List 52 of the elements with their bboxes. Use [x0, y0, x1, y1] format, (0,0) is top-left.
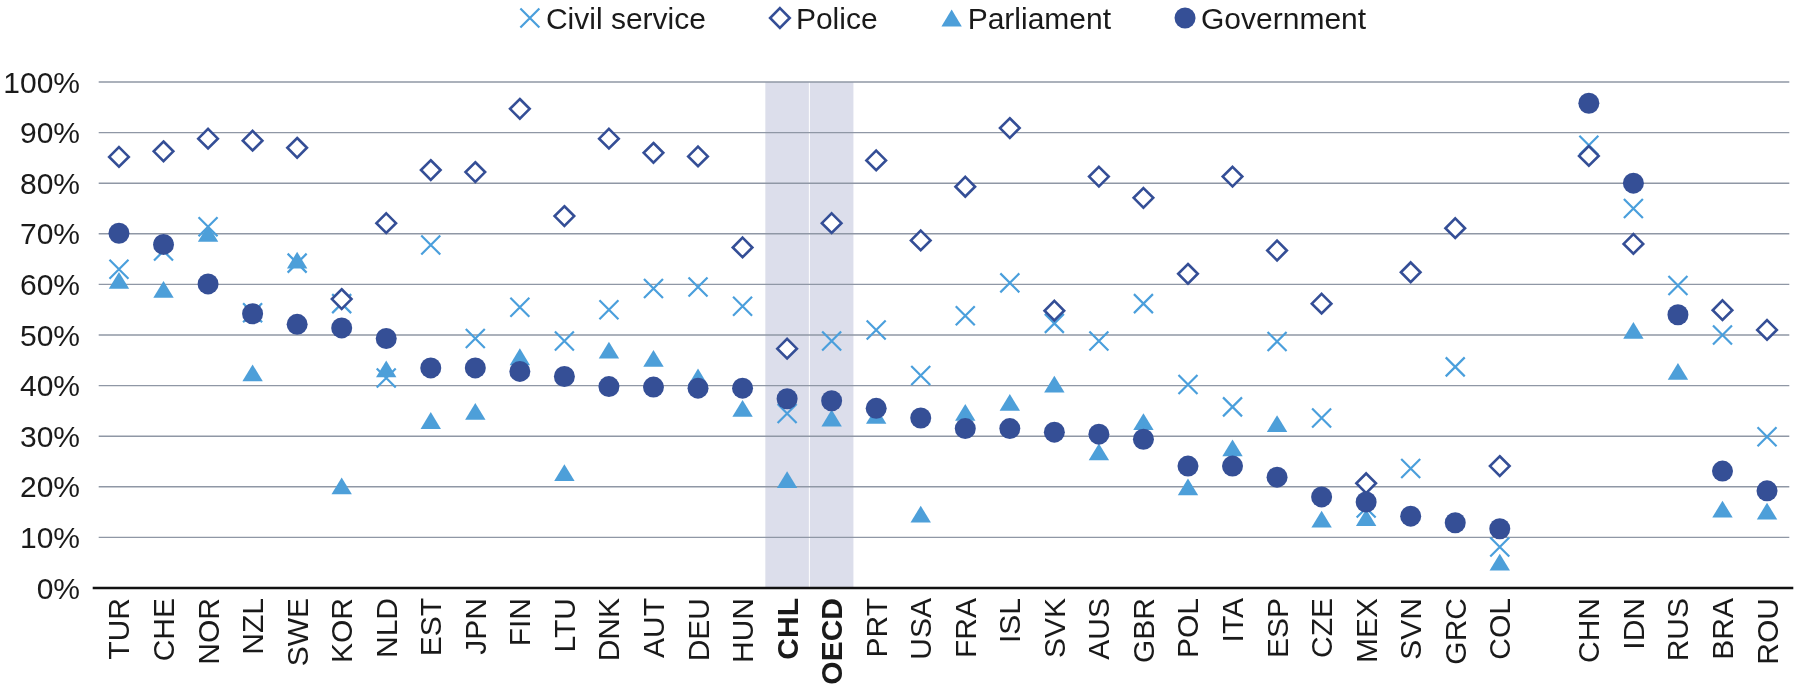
x-tick-label: OECD — [815, 598, 849, 685]
x-tick-label: SWE — [280, 598, 314, 667]
legend-label: Government — [1201, 1, 1367, 35]
y-tick-label: 80% — [19, 166, 80, 200]
x-tick-label: DEU — [681, 598, 715, 662]
x-tick-label: CZE — [1305, 598, 1339, 658]
x-tick-label: SVN — [1394, 598, 1428, 660]
x-tick-label: ROU — [1750, 598, 1784, 665]
y-tick-label: 100% — [3, 65, 80, 99]
y-tick-label: 40% — [19, 369, 80, 403]
x-tick-label: SVK — [1037, 598, 1071, 659]
x-tick-label: JPN — [458, 598, 492, 655]
legend-label: Parliament — [967, 1, 1112, 35]
x-tick-label: KOR — [325, 598, 359, 664]
x-tick-label: COL — [1483, 598, 1517, 660]
legend-label: Civil service — [545, 1, 706, 35]
x-tick-label: NZL — [236, 598, 270, 655]
y-tick-label: 10% — [19, 520, 80, 554]
x-tick-label: HUN — [726, 598, 760, 663]
y-tick-label: 0% — [36, 571, 80, 605]
x-tick-label: TUR — [102, 598, 136, 660]
x-tick-label: ITA — [1216, 598, 1250, 643]
x-tick-label: LTU — [547, 598, 581, 653]
x-tick-label: FRA — [948, 598, 982, 658]
x-tick-label: EST — [414, 598, 448, 657]
y-tick-label: 50% — [19, 318, 80, 352]
x-tick-label: AUS — [1082, 598, 1116, 660]
legend-label: Police — [795, 1, 878, 35]
x-tick-label: NLD — [369, 598, 403, 659]
x-tick-label: IDN — [1616, 598, 1650, 650]
x-tick-label: FIN — [503, 598, 537, 647]
y-tick-label: 60% — [19, 267, 80, 301]
x-tick-label: POL — [1171, 598, 1205, 659]
y-tick-label: 90% — [19, 116, 80, 150]
x-tick-label: AUT — [636, 598, 670, 658]
x-tick-label: RUS — [1661, 598, 1695, 662]
x-tick-label: CHN — [1572, 598, 1606, 663]
x-tick-label: ESP — [1260, 598, 1294, 659]
x-tick-label: NOR — [191, 598, 225, 665]
x-tick-label: GRC — [1438, 598, 1472, 665]
y-tick-label: 30% — [19, 419, 80, 453]
x-tick-label: MEX — [1349, 598, 1383, 664]
x-tick-label: PRT — [859, 598, 893, 658]
y-tick-label: 20% — [19, 470, 80, 504]
x-tick-label: GBR — [1126, 598, 1160, 664]
x-tick-label: DNK — [592, 598, 626, 662]
x-tick-label: BRA — [1705, 598, 1739, 660]
y-tick-label: 70% — [19, 217, 80, 251]
x-tick-label: ISL — [993, 598, 1027, 644]
x-tick-label: USA — [904, 598, 938, 660]
x-tick-label: CHL — [770, 598, 804, 660]
x-tick-label: CHE — [147, 598, 181, 662]
